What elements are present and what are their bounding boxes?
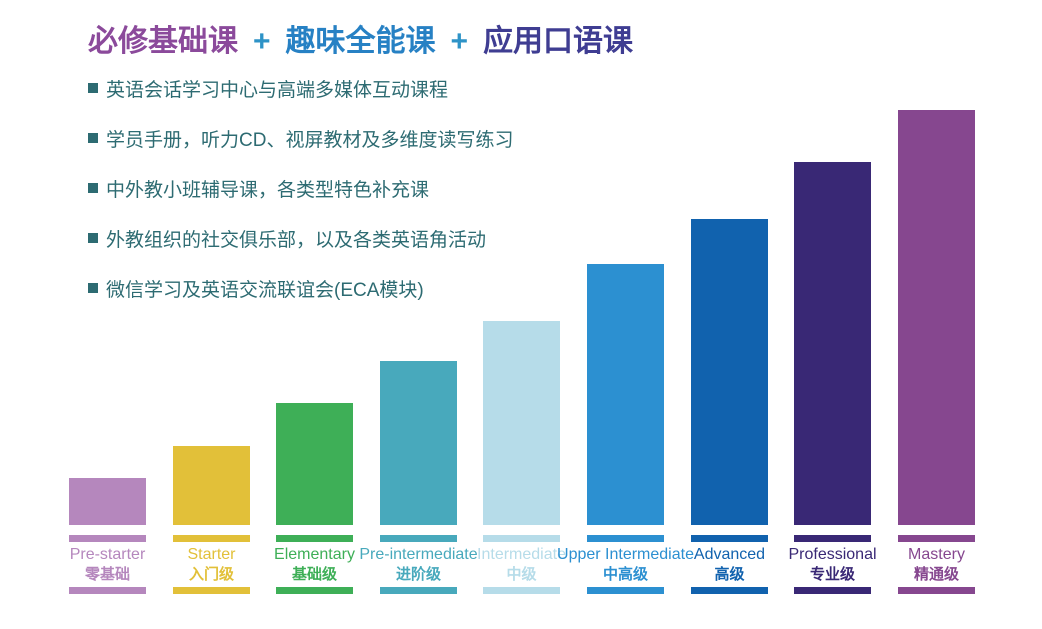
bar-underline-top [380, 535, 457, 542]
bar-underline-top [276, 535, 353, 542]
bar-underline-top [587, 535, 664, 542]
bar-underline-top [794, 535, 871, 542]
bar-label-zh: 专业级 [809, 566, 855, 583]
bullet-text: 微信学习及英语交流联谊会(ECA模块) [106, 279, 424, 301]
bar-underline-bottom [898, 587, 975, 594]
bar-underline-bottom [69, 587, 146, 594]
title-plus-separator: + [253, 25, 271, 58]
bar-underline-bottom [794, 587, 871, 594]
bar-label-zh: 进阶级 [395, 566, 441, 583]
bullet-text: 学员手册，听力CD、视屏教材及多维度读写练习 [106, 129, 514, 151]
title-segment: 趣味全能课 [285, 25, 436, 58]
bar-label-en: Starter [187, 546, 236, 563]
bar-label-en: Pre-starter [69, 546, 146, 563]
bullet-item: 外教组织的社交俱乐部，以及各类英语角活动 [88, 213, 513, 263]
bar-underline-bottom [587, 587, 664, 594]
bar-label-zh: 中级 [506, 566, 537, 583]
bar-underline-top [898, 535, 975, 542]
bar-underline-top [483, 535, 560, 542]
title-segment: 必修基础课 [88, 25, 238, 58]
bar-label-en: Upper Intermediate [557, 546, 694, 563]
bar-label-en: Intermediate [477, 546, 566, 563]
bullet-square-icon [88, 133, 98, 143]
bullet-square-icon [88, 183, 98, 193]
bar-pre-intermediate [380, 361, 457, 525]
bullet-item: 微信学习及英语交流联谊会(ECA模块) [88, 263, 513, 313]
bar-label-zh: 基础级 [291, 566, 337, 583]
bullet-item: 英语会话学习中心与高端多媒体互动课程 [88, 63, 513, 113]
bullet-item: 中外教小班辅导课，各类型特色补充课 [88, 163, 513, 213]
bar-underline-bottom [691, 587, 768, 594]
bar-professional [794, 162, 871, 525]
bar-label-zh: 高级 [714, 566, 745, 583]
bullet-square-icon [88, 233, 98, 243]
bullet-item: 学员手册，听力CD、视屏教材及多维度读写练习 [88, 113, 513, 163]
bar-label-en: Mastery [908, 546, 965, 563]
bar-label-en: Pre-intermediate [359, 546, 478, 563]
bar-intermediate [483, 321, 560, 525]
bar-underline-top [691, 535, 768, 542]
bar-underline-bottom [276, 587, 353, 594]
bullet-text: 中外教小班辅导课，各类型特色补充课 [106, 179, 430, 201]
bar-underline-top [69, 535, 146, 542]
bar-label-en: Professional [788, 546, 877, 563]
bar-label-zh: 入门级 [188, 566, 234, 583]
page-title: 必修基础课 + 趣味全能课 + 应用口语课 [88, 24, 633, 60]
title-plus-separator: + [450, 25, 469, 58]
bar-underline-bottom [173, 587, 250, 594]
bar-label-en: Advanced [693, 546, 766, 563]
bullet-text: 外教组织的社交俱乐部，以及各类英语角活动 [106, 229, 487, 251]
bullet-text: 英语会话学习中心与高端多媒体互动课程 [106, 79, 449, 101]
bar-label-zh: 零基础 [84, 566, 130, 583]
bar-label-zh: 精通级 [913, 566, 959, 583]
bar-label-zh: 中高级 [602, 566, 648, 583]
bar-label-en: Elementary [274, 546, 355, 563]
bar-pre-starter [69, 478, 146, 525]
bar-underline-top [173, 535, 250, 542]
bar-starter [173, 446, 250, 525]
title-segment: 应用口语课 [483, 25, 634, 58]
bar-mastery [898, 110, 975, 525]
bullet-square-icon [88, 283, 98, 293]
bar-underline-bottom [380, 587, 457, 594]
bullet-list: 英语会话学习中心与高端多媒体互动课程学员手册，听力CD、视屏教材及多维度读写练习… [88, 63, 513, 313]
bar-underline-bottom [483, 587, 560, 594]
bar-upper-intermediate [587, 264, 664, 525]
bar-elementary [276, 403, 353, 525]
bullet-square-icon [88, 83, 98, 93]
bar-advanced [691, 219, 768, 525]
